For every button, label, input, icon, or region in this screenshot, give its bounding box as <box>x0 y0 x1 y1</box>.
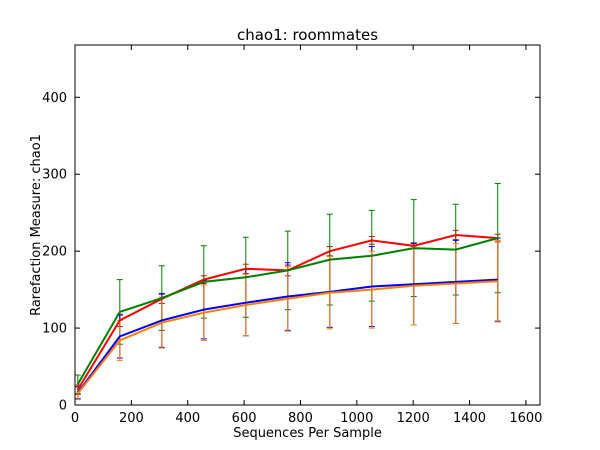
x-tick-label: 200 <box>119 411 144 426</box>
series-line-4 <box>77 280 498 395</box>
plot-area <box>75 45 540 405</box>
plot-frame <box>74 44 541 406</box>
y-tick-label: 0 <box>59 399 67 414</box>
y-tick-label: 200 <box>42 245 67 260</box>
y-tick-label: 300 <box>42 168 67 183</box>
x-tick-label: 400 <box>175 411 200 426</box>
series-layer <box>74 182 501 401</box>
x-tick-label: 1600 <box>509 411 542 426</box>
x-tick-label: 1400 <box>453 411 486 426</box>
y-tick-label: 400 <box>42 91 67 106</box>
series-line-2 <box>76 237 498 385</box>
y-tick-label: 100 <box>42 322 67 337</box>
series-line-3 <box>76 278 498 394</box>
x-tick-label: 0 <box>71 411 79 426</box>
y-axis-label: Rarefaction Measure: chao1 <box>29 134 44 316</box>
chart-title: chao1: roommates <box>237 26 378 44</box>
x-tick-label: 1000 <box>340 411 373 426</box>
x-axis-label: Sequences Per Sample <box>233 426 382 441</box>
x-tick-label: 1200 <box>397 411 430 426</box>
x-tick-label: 800 <box>288 411 313 426</box>
x-tick-label: 600 <box>232 411 257 426</box>
